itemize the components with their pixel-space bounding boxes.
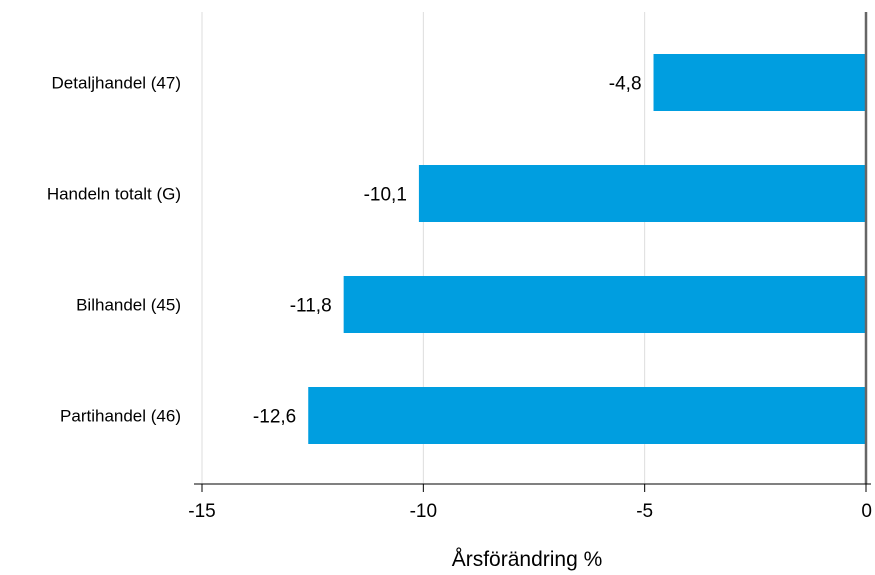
category-labels: Detaljhandel (47) Handeln totalt (G) Bilha… (47, 74, 181, 426)
x-axis: -15 -10 -5 0 (188, 483, 872, 522)
x-tick-label-1: -10 (410, 501, 437, 522)
value-label-2: -11,8 (290, 296, 332, 317)
value-label-3: -12,6 (253, 407, 296, 428)
x-tick-label-3: 0 (861, 501, 872, 522)
bars (308, 54, 866, 444)
bar-2 (343, 276, 866, 333)
x-axis-title: Årsförändring % (452, 548, 603, 571)
x-tick-label-2: -5 (636, 501, 653, 522)
value-label-0: -4,8 (609, 74, 642, 95)
x-tick-label-0: -15 (188, 501, 215, 522)
bar-0 (653, 54, 866, 111)
category-label-0: Detaljhandel (47) (52, 74, 181, 93)
category-label-1: Handeln totalt (G) (47, 185, 181, 204)
category-label-2: Bilhandel (45) (76, 296, 181, 315)
category-label-3: Partihandel (46) (60, 407, 181, 426)
value-labels: -4,8 -10,1 -11,8 -12,6 (253, 74, 642, 428)
bar-3 (308, 387, 866, 444)
bar-1 (418, 165, 866, 222)
value-label-1: -10,1 (364, 185, 407, 206)
